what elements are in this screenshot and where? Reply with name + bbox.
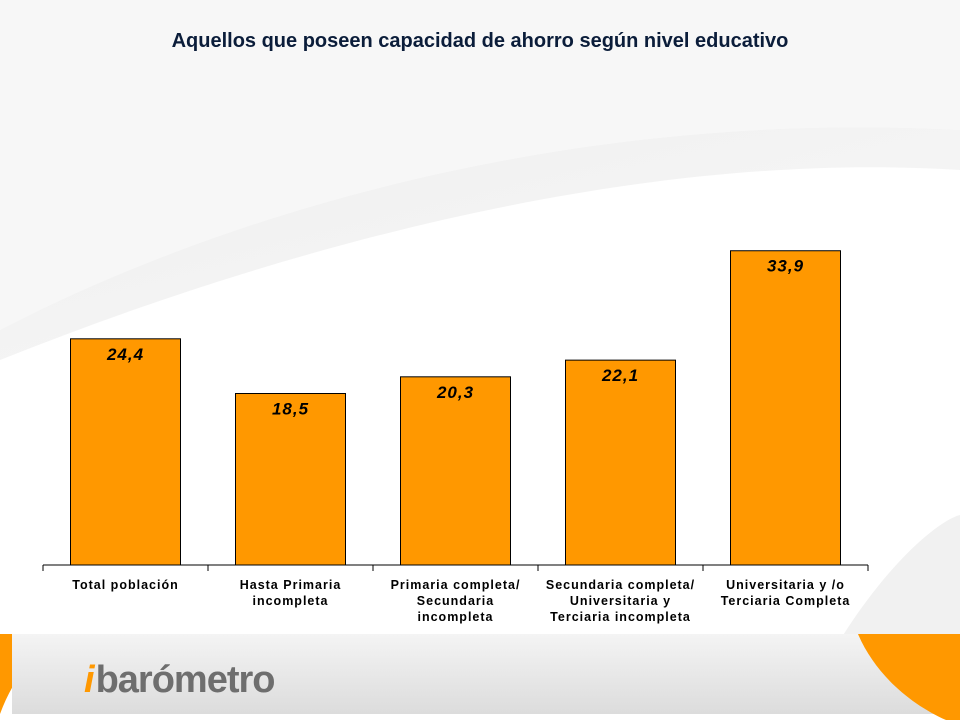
footer-band [12, 634, 946, 714]
bar [70, 338, 181, 566]
x-tick-label: Primaria completa/ [391, 578, 521, 592]
bar-value-label: 18,5 [272, 400, 309, 419]
bar-value-label: 33,9 [767, 257, 804, 276]
x-tick-label: Terciaria Completa [721, 594, 851, 608]
x-tick-label: incompleta [418, 610, 494, 624]
x-tick-label: Terciaria incompleta [550, 610, 691, 624]
x-tick-label: Secundaria completa/ [546, 578, 695, 592]
logo-text: barómetro [95, 659, 276, 701]
bar [730, 250, 841, 566]
bar-value-label: 20,3 [436, 383, 474, 402]
chart-title: Aquellos que poseen capacidad de ahorro … [171, 30, 789, 52]
bar-value-label: 22,1 [601, 366, 639, 385]
bar-chart: 24,4 Total población 18,5 Hasta Primaria inc… [42, 250, 869, 624]
x-tick-label: Secundaria [417, 594, 494, 608]
x-tick-label: Hasta Primaria [240, 578, 342, 592]
barometro-logo: ibarómetro [84, 659, 276, 701]
footer-orange-swoosh-right [858, 634, 960, 720]
bar [565, 359, 676, 566]
footer-banner: ibarómetro [0, 634, 960, 720]
bar-value-label: 24,4 [106, 345, 144, 364]
x-tick-label: Universitaria y [570, 594, 671, 608]
bar [400, 376, 511, 566]
x-tick-label: incompleta [253, 594, 329, 608]
x-tick-label: Universitaria y /o [726, 578, 845, 592]
bar [235, 393, 346, 566]
x-tick-label: Total población [72, 578, 178, 592]
logo-i-mark: i [84, 659, 95, 701]
